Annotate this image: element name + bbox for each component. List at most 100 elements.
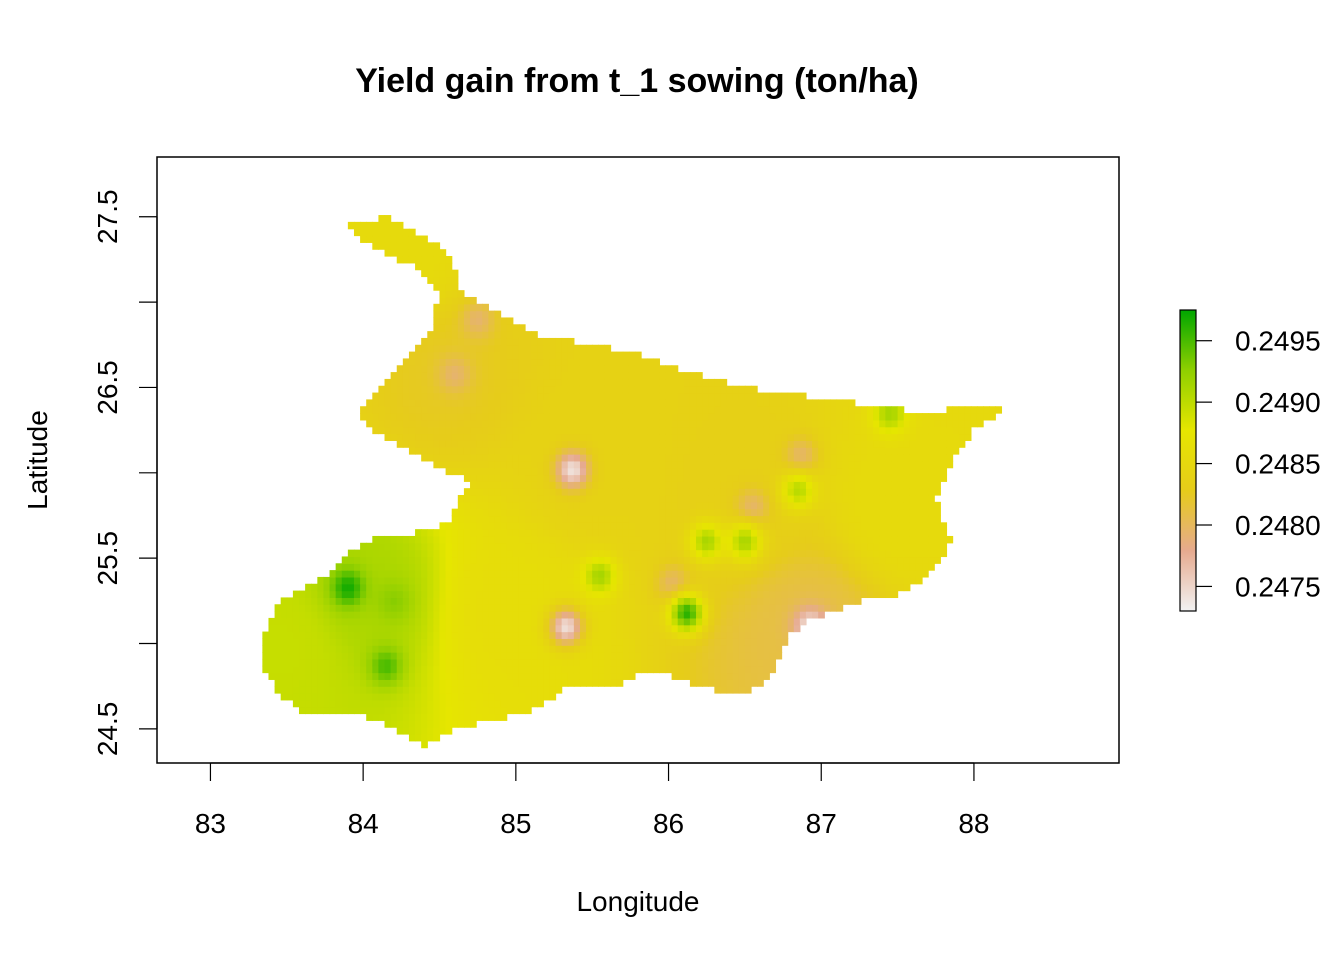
raster-cell: [860, 494, 868, 503]
raster-cell: [305, 597, 312, 605]
raster-cell: [488, 406, 496, 414]
raster-cell: [641, 597, 648, 605]
raster-cell: [470, 617, 477, 626]
raster-cell: [433, 454, 441, 462]
raster-cell: [561, 652, 569, 660]
raster-cell: [549, 522, 557, 530]
raster-cell: [445, 576, 453, 585]
raster-cell: [824, 467, 831, 476]
raster-cell: [738, 624, 746, 633]
raster-cell: [689, 378, 697, 387]
raster-cell: [402, 713, 410, 721]
raster-cell: [885, 583, 893, 592]
raster-cell: [579, 488, 587, 496]
raster-cell: [628, 447, 636, 455]
raster-cell: [860, 474, 868, 482]
raster-cell: [647, 454, 654, 462]
raster-cell: [781, 590, 789, 599]
raster-cell: [586, 611, 593, 619]
raster-cell: [360, 617, 367, 626]
raster-cell: [292, 658, 300, 667]
raster-cell: [903, 488, 911, 496]
raster-cell: [622, 665, 630, 674]
raster-cell: [598, 638, 606, 646]
raster-cell: [702, 556, 709, 564]
raster-cell: [848, 440, 856, 448]
raster-cell: [683, 563, 691, 571]
raster-cell: [537, 467, 544, 476]
raster-cell: [818, 419, 825, 428]
raster-cell: [463, 426, 471, 435]
raster-cell: [415, 679, 422, 687]
raster-cell: [549, 385, 557, 394]
raster-cell: [408, 597, 416, 605]
raster-cell: [744, 542, 752, 551]
raster-cell: [311, 590, 318, 599]
raster-cell: [732, 426, 740, 435]
raster-cell: [537, 406, 544, 414]
raster-cell: [543, 611, 551, 619]
raster-cell: [586, 515, 593, 523]
raster-cell: [457, 720, 465, 728]
raster-cell: [476, 542, 483, 551]
raster-cell: [824, 549, 831, 558]
raster-cell: [531, 406, 538, 414]
raster-cell: [341, 665, 349, 674]
raster-cell: [280, 679, 288, 687]
raster-cell: [848, 542, 856, 551]
raster-cell: [787, 406, 795, 414]
raster-cell: [641, 406, 648, 414]
raster-cell: [390, 221, 398, 230]
raster-cell: [714, 679, 722, 687]
raster-cell: [769, 549, 777, 558]
raster-cell: [842, 433, 850, 441]
raster-cell: [830, 590, 838, 599]
raster-cell: [555, 433, 563, 441]
raster-cell: [439, 556, 447, 564]
raster-cell: [848, 494, 856, 503]
raster-cell: [812, 583, 819, 592]
raster-cell: [830, 549, 838, 558]
raster-cell: [457, 631, 465, 639]
raster-cell: [415, 549, 422, 558]
raster-cell: [830, 535, 838, 544]
raster-cell: [757, 652, 764, 660]
raster-cell: [311, 583, 318, 592]
raster-cell: [738, 679, 746, 687]
raster-cell: [958, 440, 966, 448]
raster-cell: [763, 399, 770, 407]
raster-cell: [714, 474, 722, 482]
raster-cell: [805, 494, 813, 503]
raster-cell: [634, 372, 642, 380]
raster-cell: [445, 706, 453, 715]
raster-cell: [653, 597, 660, 605]
raster-cell: [586, 535, 593, 544]
raster-cell: [445, 631, 453, 639]
raster-cell: [775, 419, 783, 428]
raster-cell: [842, 590, 850, 599]
raster-cell: [854, 474, 862, 482]
raster-cell: [470, 515, 477, 523]
raster-cell: [799, 522, 807, 530]
raster-cell: [598, 529, 606, 537]
raster-cell: [390, 693, 398, 701]
raster-cell: [842, 413, 850, 421]
raster-cell: [867, 515, 874, 523]
raster-cell: [598, 556, 606, 564]
raster-cell: [720, 522, 728, 530]
raster-cell: [659, 372, 667, 380]
raster-cell: [317, 679, 325, 687]
raster-cell: [915, 488, 923, 496]
raster-cell: [689, 440, 697, 448]
raster-cell: [445, 590, 453, 599]
raster-cell: [537, 672, 544, 680]
raster-cell: [476, 645, 483, 653]
raster-cell: [854, 570, 862, 578]
raster-cell: [518, 617, 526, 626]
raster-cell: [494, 686, 502, 694]
raster-cell: [525, 556, 532, 564]
raster-cell: [286, 624, 294, 633]
raster-cell: [525, 604, 532, 612]
raster-cell: [818, 570, 825, 578]
raster-cell: [421, 727, 428, 735]
